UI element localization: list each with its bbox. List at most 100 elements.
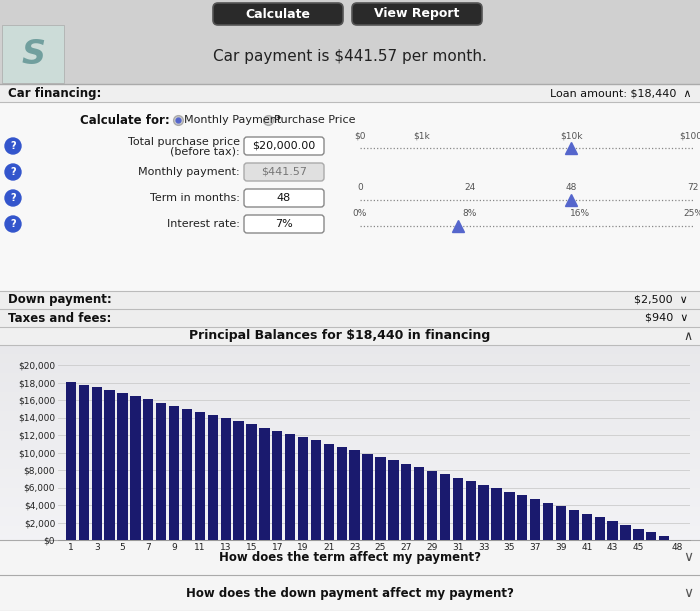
Bar	[169, 406, 179, 540]
Text: How does the term affect my payment?: How does the term affect my payment?	[219, 551, 481, 563]
Bar	[543, 503, 553, 540]
Circle shape	[5, 138, 21, 154]
Text: Calculate: Calculate	[246, 7, 311, 21]
Bar	[298, 437, 308, 540]
Bar	[401, 464, 412, 540]
Bar	[569, 510, 579, 540]
Bar	[479, 485, 489, 540]
Text: 72: 72	[687, 183, 699, 192]
Bar	[646, 532, 657, 540]
Text: How does the down payment affect my payment?: How does the down payment affect my paym…	[186, 587, 514, 599]
Bar	[246, 424, 257, 540]
Bar	[504, 492, 514, 540]
Text: $10k: $10k	[560, 131, 582, 140]
Text: 0%: 0%	[353, 209, 368, 218]
Text: Principal Balances for $18,440 in financing: Principal Balances for $18,440 in financ…	[190, 329, 491, 343]
Bar	[634, 529, 643, 540]
Text: 48: 48	[566, 183, 577, 192]
Bar	[259, 428, 270, 540]
Bar	[582, 514, 592, 540]
Text: $20,000.00: $20,000.00	[253, 141, 316, 151]
Text: $441.57: $441.57	[261, 167, 307, 177]
Text: ∨: ∨	[683, 586, 693, 600]
Text: ?: ?	[10, 167, 16, 177]
Text: Purchase Price: Purchase Price	[274, 115, 356, 125]
Bar	[414, 467, 424, 540]
Bar	[220, 418, 231, 540]
Bar	[375, 457, 386, 540]
Bar	[349, 450, 360, 540]
Bar	[517, 496, 528, 540]
Bar	[530, 499, 540, 540]
Bar	[659, 536, 669, 540]
Bar	[104, 390, 115, 540]
Bar	[427, 470, 438, 540]
Text: 24: 24	[464, 183, 475, 192]
Circle shape	[5, 216, 21, 232]
Bar	[0, 309, 700, 327]
Text: $100k: $100k	[679, 131, 700, 140]
Text: Down payment:: Down payment:	[8, 293, 112, 307]
FancyBboxPatch shape	[244, 163, 324, 181]
Text: Interest rate:: Interest rate:	[167, 219, 240, 229]
Bar	[608, 521, 618, 540]
Bar	[92, 387, 102, 540]
Bar	[363, 454, 372, 540]
Text: Car payment is $441.57 per month.: Car payment is $441.57 per month.	[213, 48, 487, 64]
Bar	[143, 400, 153, 540]
Bar	[195, 412, 205, 540]
Bar	[491, 488, 502, 540]
Text: Loan amount: $18,440  ∧: Loan amount: $18,440 ∧	[550, 88, 692, 98]
Bar	[0, 327, 700, 345]
Text: $940  ∨: $940 ∨	[645, 313, 688, 323]
FancyBboxPatch shape	[352, 3, 482, 25]
Text: 16%: 16%	[570, 209, 590, 218]
Bar	[118, 393, 127, 540]
Bar	[0, 575, 700, 611]
FancyBboxPatch shape	[244, 215, 324, 233]
Bar	[233, 421, 244, 540]
Bar	[2, 25, 64, 83]
Text: Car financing:: Car financing:	[8, 87, 101, 100]
FancyBboxPatch shape	[244, 189, 324, 207]
Text: Monthly payment:: Monthly payment:	[139, 167, 240, 177]
Text: 0: 0	[357, 183, 363, 192]
Text: Monthly Payment: Monthly Payment	[184, 115, 281, 125]
Text: 8%: 8%	[463, 209, 477, 218]
Bar	[285, 434, 295, 540]
Bar	[272, 431, 282, 540]
Text: Taxes and fees:: Taxes and fees:	[8, 312, 111, 324]
Text: $2,500  ∨: $2,500 ∨	[634, 295, 688, 305]
Circle shape	[5, 190, 21, 206]
Bar	[466, 481, 476, 540]
Bar	[0, 540, 700, 575]
Text: Calculate for:: Calculate for:	[80, 114, 170, 126]
Bar	[208, 415, 218, 540]
Bar	[0, 102, 700, 292]
Bar	[0, 0, 700, 85]
Bar	[311, 441, 321, 540]
Bar	[556, 507, 566, 540]
Text: 7%: 7%	[275, 219, 293, 229]
Text: 25%: 25%	[683, 209, 700, 218]
Text: ∧: ∧	[683, 329, 692, 343]
Bar	[130, 397, 141, 540]
FancyBboxPatch shape	[244, 137, 324, 155]
Text: (before tax):: (before tax):	[170, 146, 240, 156]
Circle shape	[5, 164, 21, 180]
Bar	[78, 384, 89, 540]
Text: Total purchase price: Total purchase price	[128, 137, 240, 147]
Text: ?: ?	[10, 193, 16, 203]
Bar	[0, 291, 700, 309]
Bar	[594, 518, 605, 540]
Bar	[389, 461, 398, 540]
Bar	[0, 345, 700, 540]
Bar	[323, 444, 334, 540]
FancyBboxPatch shape	[213, 3, 343, 25]
Text: ?: ?	[10, 219, 16, 229]
Bar	[440, 474, 450, 540]
Bar	[337, 447, 347, 540]
Bar	[182, 409, 192, 540]
Text: ?: ?	[10, 141, 16, 151]
Bar	[453, 478, 463, 540]
